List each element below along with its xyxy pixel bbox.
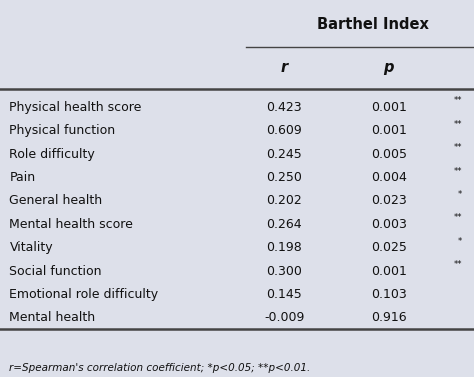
Text: **: **	[454, 120, 462, 129]
Text: *: *	[458, 237, 462, 246]
Text: *: *	[458, 190, 462, 199]
Text: **: **	[454, 143, 462, 152]
Text: 0.001: 0.001	[371, 265, 407, 277]
Text: 0.202: 0.202	[266, 195, 302, 207]
Text: Physical function: Physical function	[9, 124, 116, 137]
Text: Social function: Social function	[9, 265, 102, 277]
Text: 0.145: 0.145	[266, 288, 302, 301]
Text: 0.023: 0.023	[371, 195, 407, 207]
Text: 0.025: 0.025	[371, 241, 407, 254]
Text: 0.004: 0.004	[371, 171, 407, 184]
Text: 0.198: 0.198	[266, 241, 302, 254]
Text: Mental health score: Mental health score	[9, 218, 133, 231]
Text: 0.003: 0.003	[371, 218, 407, 231]
Text: Mental health: Mental health	[9, 311, 96, 324]
Text: 0.005: 0.005	[371, 148, 407, 161]
Text: 0.423: 0.423	[266, 101, 302, 114]
Text: **: **	[454, 167, 462, 176]
Text: 0.609: 0.609	[266, 124, 302, 137]
Text: **: **	[454, 213, 462, 222]
Text: **: **	[454, 97, 462, 106]
Text: Role difficulty: Role difficulty	[9, 148, 95, 161]
Text: r=Spearman's correlation coefficient; *p<0.05; **p<0.01.: r=Spearman's correlation coefficient; *p…	[9, 363, 311, 372]
Text: General health: General health	[9, 195, 102, 207]
Text: Pain: Pain	[9, 171, 36, 184]
Text: 0.250: 0.250	[266, 171, 302, 184]
Text: 0.001: 0.001	[371, 124, 407, 137]
Text: 0.245: 0.245	[266, 148, 302, 161]
Text: Emotional role difficulty: Emotional role difficulty	[9, 288, 159, 301]
Text: 0.001: 0.001	[371, 101, 407, 114]
Text: r: r	[281, 60, 288, 75]
Text: **: **	[454, 260, 462, 269]
Text: 0.264: 0.264	[266, 218, 302, 231]
Text: 0.300: 0.300	[266, 265, 302, 277]
Text: p: p	[383, 60, 394, 75]
Text: -0.009: -0.009	[264, 311, 305, 324]
Text: Barthel Index: Barthel Index	[317, 17, 429, 32]
Text: Vitality: Vitality	[9, 241, 53, 254]
Text: Physical health score: Physical health score	[9, 101, 142, 114]
Text: 0.103: 0.103	[371, 288, 407, 301]
Text: 0.916: 0.916	[371, 311, 407, 324]
